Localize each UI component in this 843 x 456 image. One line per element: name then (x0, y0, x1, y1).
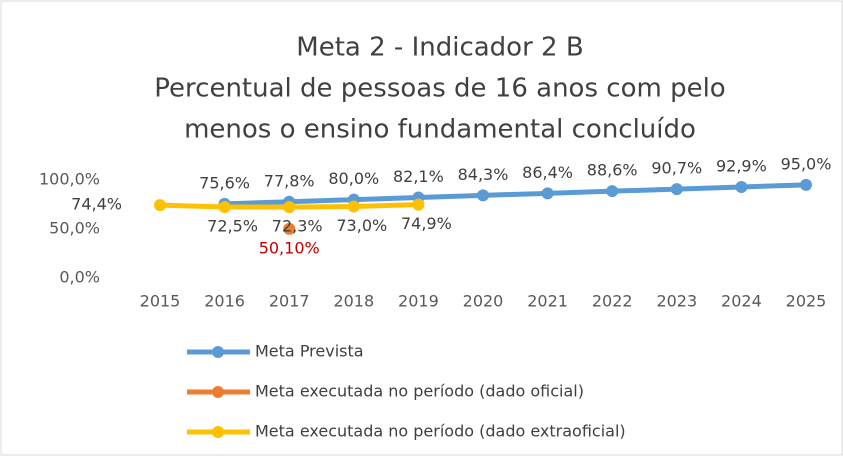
data-label: 90,7% (651, 159, 702, 178)
point (154, 199, 166, 212)
data-label: 86,4% (522, 163, 573, 182)
x-tick-label: 2023 (656, 292, 697, 311)
x-tick-label: 2020 (463, 292, 504, 311)
x-tick-label: 2016 (204, 292, 245, 311)
y-tick-label: 100,0% (39, 170, 100, 189)
chart-title: Percentual de pessoas de 16 anos com pel… (154, 74, 725, 104)
data-label: 77,8% (264, 171, 315, 190)
chart-title: menos o ensino fundamental concluído (184, 115, 696, 145)
data-label: 88,6% (587, 161, 638, 180)
legend-label: Meta Prevista (255, 342, 364, 361)
data-label: 92,9% (716, 156, 767, 175)
legend-marker (212, 426, 224, 438)
legend-label: Meta executada no período (dado oficial) (255, 382, 584, 401)
point (800, 178, 812, 191)
legend-marker (212, 346, 224, 358)
x-tick-label: 2019 (398, 292, 439, 311)
point (283, 201, 296, 214)
point (412, 198, 425, 211)
point (218, 200, 231, 213)
legend-label: Meta executada no período (dado extraofi… (255, 422, 626, 441)
legend-marker (212, 386, 224, 398)
point (735, 180, 748, 193)
x-tick-label: 2015 (140, 292, 181, 311)
x-tick-label: 2021 (527, 292, 568, 311)
x-tick-label: 2025 (786, 292, 827, 311)
point (477, 189, 489, 202)
x-tick-label: 2017 (269, 292, 310, 311)
point (347, 200, 360, 213)
point (670, 183, 683, 196)
y-tick-label: 50,0% (49, 219, 100, 238)
point (541, 187, 554, 200)
data-label: 50,10% (259, 238, 320, 257)
data-label: 72,5% (207, 216, 258, 235)
data-label: 73,0% (336, 216, 387, 235)
x-tick-label: 2022 (592, 292, 633, 311)
y-tick-label: 0,0% (59, 268, 100, 287)
chart-title: Meta 2 - Indicador 2 B (296, 33, 583, 63)
point (283, 222, 296, 235)
series-line (222, 182, 809, 207)
data-label: 80,0% (328, 169, 379, 188)
data-label: 84,3% (458, 165, 509, 184)
point (606, 185, 619, 198)
data-label: 82,1% (393, 167, 444, 186)
data-label: 95,0% (781, 154, 832, 173)
data-label: 72,3% (272, 217, 323, 236)
data-label: 75,6% (199, 173, 250, 192)
data-label: 74,9% (401, 214, 452, 233)
data-label: 74,4% (71, 195, 122, 214)
x-tick-label: 2024 (721, 292, 762, 311)
x-tick-label: 2018 (333, 292, 374, 311)
